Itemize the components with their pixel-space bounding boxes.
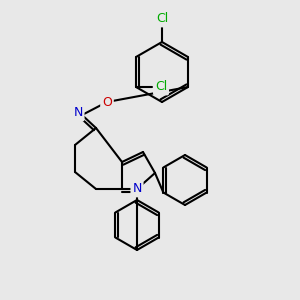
Text: Cl: Cl: [156, 13, 168, 26]
Text: N: N: [132, 182, 142, 196]
Text: Cl: Cl: [155, 80, 167, 94]
Text: N: N: [73, 106, 83, 119]
Text: O: O: [102, 95, 112, 109]
